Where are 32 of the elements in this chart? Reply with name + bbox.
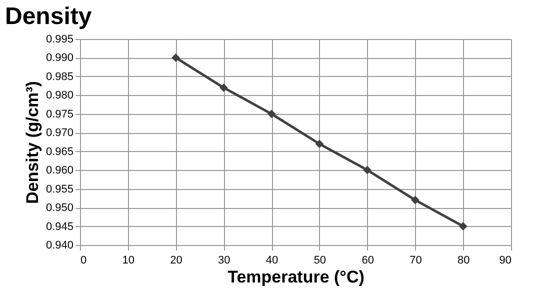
y-axis-title: Density (g/cm³) xyxy=(22,81,42,204)
x-tick-label: 90 xyxy=(499,254,512,266)
point xyxy=(458,222,468,230)
y-tick-label: 0.955 xyxy=(46,183,74,196)
y-tick-label: 0.965 xyxy=(46,146,74,158)
y-tick-label: 0.985 xyxy=(46,70,74,83)
x-tick-label: 70 xyxy=(410,254,422,266)
y-tick-label: 0.940 xyxy=(46,240,74,252)
x-tick-label: 60 xyxy=(362,254,374,266)
y-tick-label: 0.995 xyxy=(46,34,74,46)
y-tick-label: 0.975 xyxy=(46,108,74,120)
point xyxy=(411,196,420,204)
x-tick-label: 10 xyxy=(122,254,135,266)
chart-title: Density xyxy=(5,3,92,30)
y-tick-label: 0.990 xyxy=(46,52,74,64)
x-tick-label: 80 xyxy=(457,254,470,266)
point xyxy=(363,166,372,174)
x-tick-label: 50 xyxy=(314,254,326,266)
y-tick-label: 0.970 xyxy=(46,127,74,140)
y-tick-label: 0.980 xyxy=(46,90,74,102)
x-axis-title: Temperature (°C) xyxy=(228,268,364,286)
x-tick-label: 30 xyxy=(218,254,230,266)
point xyxy=(267,110,276,118)
x-tick-label: 40 xyxy=(266,254,278,266)
y-tick-label: 0.960 xyxy=(46,164,74,177)
point xyxy=(219,84,228,92)
x-tick-label: 0 xyxy=(80,254,87,266)
point xyxy=(172,54,180,62)
y-tick-label: 0.950 xyxy=(46,202,74,214)
x-tick-label: 20 xyxy=(170,254,182,266)
point xyxy=(315,140,324,148)
y-tick-label: 0.945 xyxy=(46,220,74,233)
